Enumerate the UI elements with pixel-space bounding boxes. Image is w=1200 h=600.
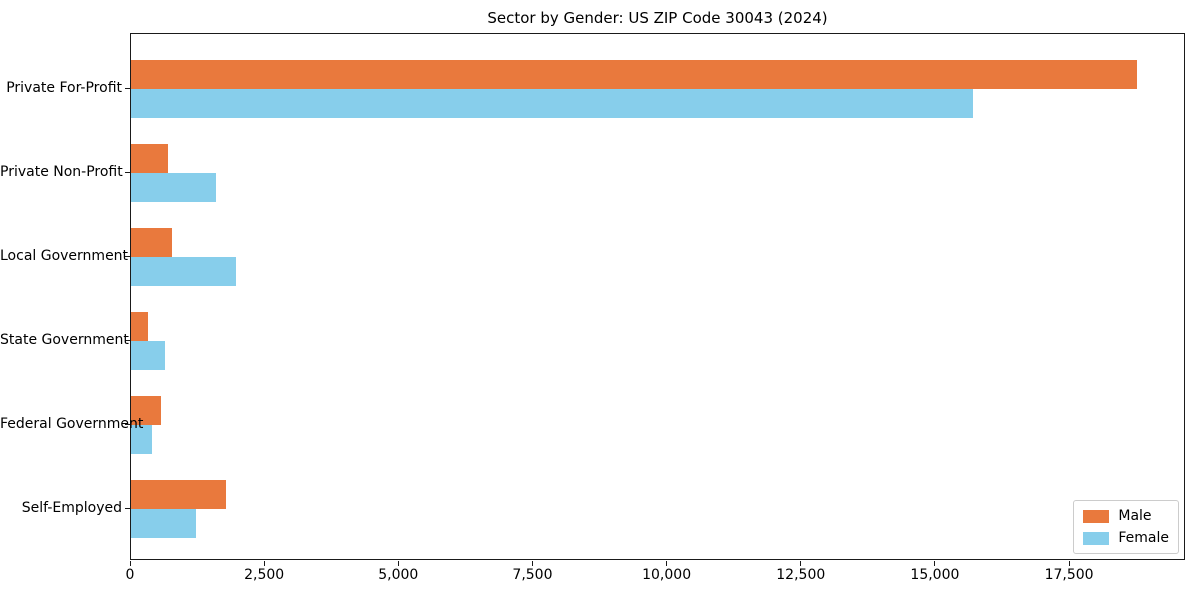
- x-axis-label-15000: 15,000: [910, 567, 960, 583]
- x-tick-7500: [531, 561, 533, 566]
- bar-male-private-non-profit: [131, 144, 168, 173]
- y-axis-label-private-for-profit: Private For-Profit: [6, 80, 122, 96]
- bar-female-self-employed: [131, 509, 196, 538]
- bar-female-private-non-profit: [131, 173, 216, 202]
- legend-label-male: Male: [1118, 508, 1152, 524]
- y-axis-label-local-government: Local Government: [0, 248, 129, 264]
- x-axis-label-7500: 7,500: [512, 567, 553, 583]
- x-axis-label-10000: 10,000: [642, 567, 692, 583]
- x-tick-15000: [934, 561, 936, 566]
- bar-male-state-government: [131, 312, 148, 341]
- bar-female-state-government: [131, 341, 166, 370]
- legend-swatch-female: [1083, 531, 1110, 545]
- bar-female-private-for-profit: [131, 89, 973, 118]
- legend-swatch-male: [1083, 509, 1110, 523]
- x-axis-label-12500: 12,500: [776, 567, 826, 583]
- bar-female-federal-government: [131, 425, 152, 454]
- bar-male-self-employed: [131, 480, 226, 509]
- legend-item-male: Male: [1083, 508, 1169, 524]
- bar-female-local-government: [131, 257, 237, 286]
- bar-male-private-for-profit: [131, 60, 1138, 89]
- y-axis-label-private-non-profit: Private Non-Profit: [0, 164, 123, 180]
- plot-area: Male Female: [130, 33, 1185, 560]
- x-tick-5000: [397, 561, 399, 566]
- y-axis-label-state-government: State Government: [0, 332, 129, 348]
- x-tick-10000: [666, 561, 668, 566]
- y-axis-label-federal-government: Federal Government: [0, 416, 144, 432]
- chart-title: Sector by Gender: US ZIP Code 30043 (202…: [487, 9, 828, 27]
- bar-male-federal-government: [131, 396, 162, 425]
- y-tick-federal-government: [125, 423, 130, 425]
- x-axis-label-5000: 5,000: [378, 567, 419, 583]
- x-tick-2500: [263, 561, 265, 566]
- bar-male-local-government: [131, 228, 172, 257]
- y-tick-private-for-profit: [125, 87, 130, 89]
- y-axis-label-self-employed: Self-Employed: [21, 500, 122, 516]
- x-tick-17500: [1068, 561, 1070, 566]
- y-tick-private-non-profit: [125, 171, 130, 173]
- x-axis-label-0: 0: [125, 567, 135, 583]
- x-tick-0: [129, 561, 131, 566]
- legend-label-female: Female: [1118, 530, 1169, 546]
- x-tick-12500: [800, 561, 802, 566]
- y-tick-self-employed: [125, 507, 130, 509]
- legend: Male Female: [1073, 500, 1179, 554]
- y-tick-state-government: [125, 339, 130, 341]
- y-tick-local-government: [125, 255, 130, 257]
- x-axis-label-17500: 17,500: [1044, 567, 1094, 583]
- x-axis-label-2500: 2,500: [244, 567, 285, 583]
- legend-item-female: Female: [1083, 530, 1169, 546]
